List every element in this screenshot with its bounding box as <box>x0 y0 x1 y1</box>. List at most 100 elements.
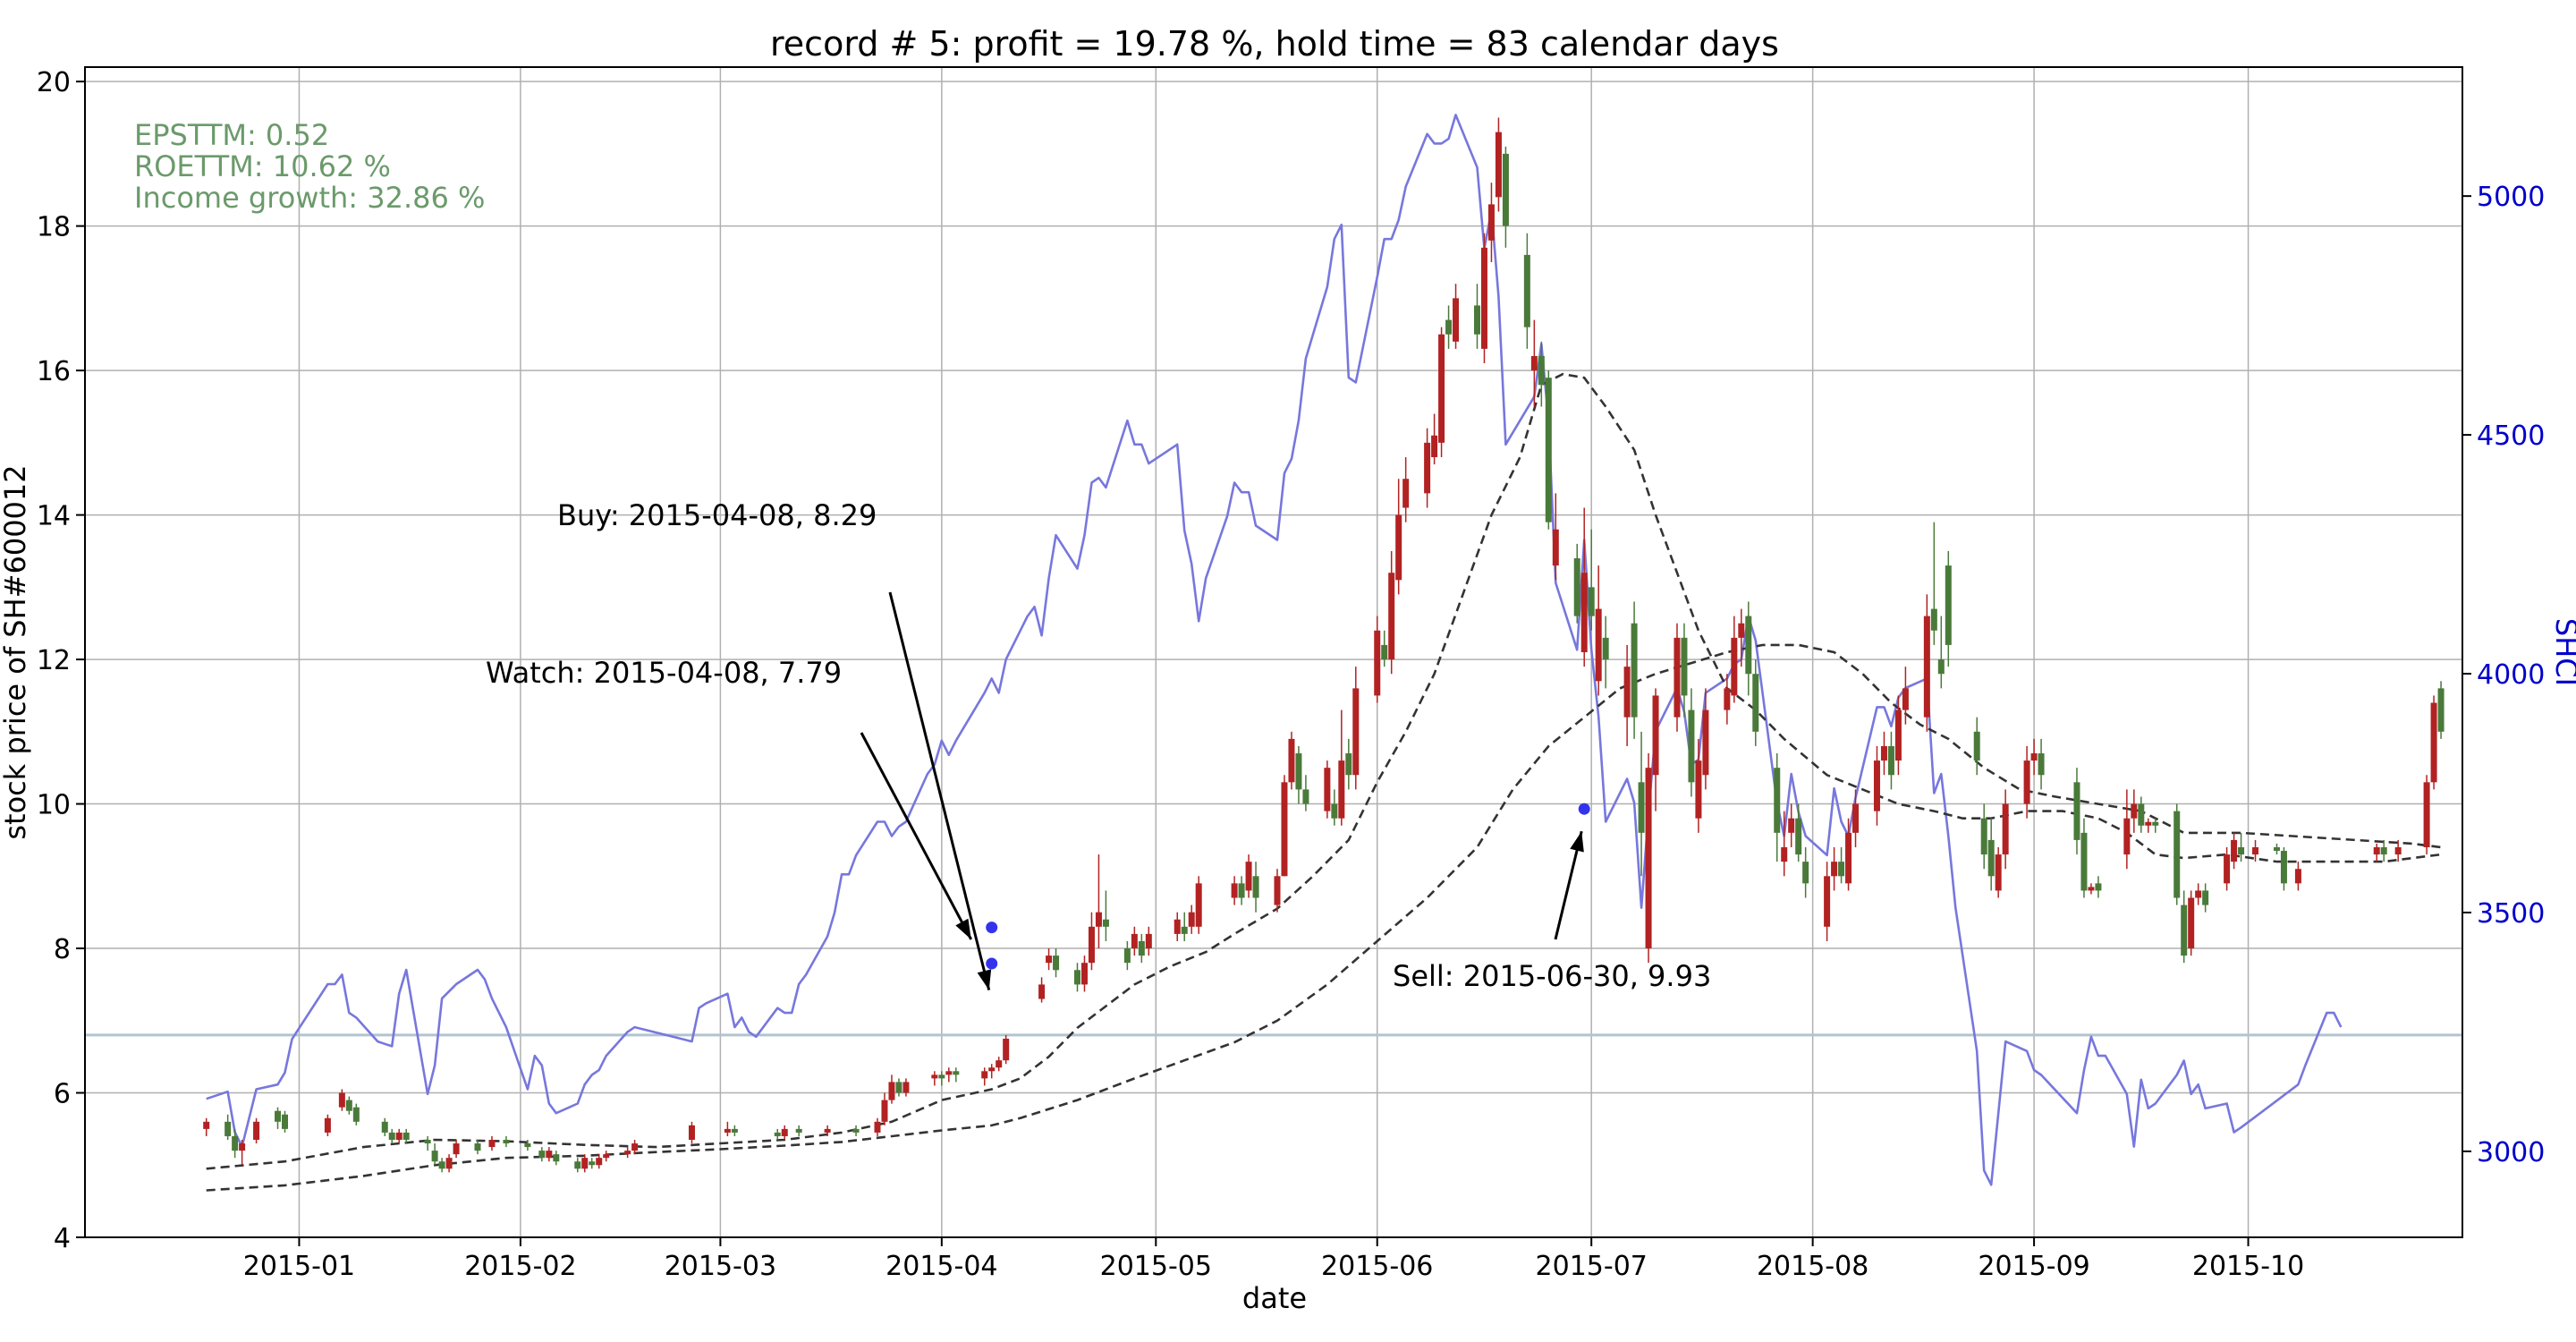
candle-body <box>1053 956 1060 971</box>
candle <box>2123 789 2131 870</box>
candle-body <box>1973 731 1980 761</box>
candle <box>2252 839 2259 862</box>
candle <box>1274 869 1281 913</box>
info-roe: ROETTM: 10.62 % <box>134 149 391 183</box>
candle <box>1873 745 1880 826</box>
candle-body <box>1445 319 1453 335</box>
candle <box>1473 284 1480 349</box>
candle-body <box>2138 803 2145 826</box>
candle <box>1702 688 1709 790</box>
candle <box>1902 667 1909 725</box>
candle <box>1588 529 1595 631</box>
candle-body <box>1802 862 1809 884</box>
candle <box>1345 738 1352 790</box>
candle-body <box>1352 688 1360 776</box>
candle-body <box>795 1128 802 1133</box>
trade-marker <box>986 957 998 970</box>
shci-series-line <box>206 114 2343 1186</box>
candle <box>2030 738 2038 776</box>
candle-body <box>553 1154 560 1162</box>
trade-markers <box>986 803 1590 970</box>
candle-body <box>2181 905 2188 956</box>
candle <box>574 1158 581 1173</box>
candle-body <box>1374 630 1381 696</box>
candle <box>1824 862 1831 941</box>
candle-body <box>338 1092 345 1108</box>
candle <box>1003 1034 1010 1065</box>
plot-frame <box>84 66 2463 1238</box>
candle-body <box>1331 803 1338 819</box>
candle <box>1395 479 1402 595</box>
candle-body <box>431 1151 438 1162</box>
candle-body <box>2202 890 2209 905</box>
x-tick-label: 2015-09 <box>1978 1251 2089 1282</box>
candle-body <box>1402 479 1410 508</box>
candle <box>1238 876 1245 905</box>
candle-body <box>574 1161 581 1169</box>
candle <box>225 1114 232 1140</box>
candle <box>2023 745 2030 819</box>
candle-body <box>1738 623 1745 638</box>
candle-body <box>1852 803 1860 833</box>
candle-body <box>352 1107 360 1122</box>
candle <box>1552 493 1559 581</box>
candle <box>1131 926 1138 956</box>
candle-body <box>1245 862 1252 891</box>
candle <box>388 1128 395 1144</box>
candle <box>1095 854 1102 949</box>
x-axis-label: date <box>1242 1281 1307 1315</box>
candle <box>1738 608 1745 667</box>
candle-body <box>275 1110 282 1122</box>
candle <box>1752 659 1759 746</box>
candle-body <box>1530 355 1538 371</box>
candle <box>781 1125 788 1140</box>
y-tick-label: 18 <box>37 212 71 243</box>
candle-body <box>2437 688 2445 732</box>
candle <box>1245 854 1252 898</box>
axes: 2015-01 2015-02 2015-03 2015-04 2015-05 2015-… <box>37 67 2546 1282</box>
candle <box>1545 370 1552 530</box>
candle <box>953 1067 960 1083</box>
candle-body <box>474 1143 481 1151</box>
candle-body <box>1887 745 1894 776</box>
candle <box>1088 912 1095 971</box>
candle-body <box>2073 782 2080 840</box>
candle <box>1402 457 1410 522</box>
candle-body <box>1338 760 1345 819</box>
candle <box>2073 768 2080 855</box>
candle-body <box>1195 883 1202 927</box>
candle <box>1688 688 1695 797</box>
candle <box>1338 709 1345 826</box>
candle <box>345 1096 352 1115</box>
candle <box>881 1092 888 1125</box>
candle <box>2294 862 2301 891</box>
candle <box>1480 233 1487 364</box>
candle <box>581 1154 589 1173</box>
candle-body <box>1774 768 1781 833</box>
candle-body <box>2231 839 2238 862</box>
candle-body <box>1937 659 1945 675</box>
candle-body <box>1838 862 1845 877</box>
y-tick-label: 4 <box>54 1223 71 1254</box>
annotations: Buy: 2015-04-08, 8.29 Watch: 2015-04-08,… <box>486 498 1711 993</box>
candle-body <box>1987 839 1995 877</box>
candle <box>1388 550 1395 675</box>
buy-arrow-shaft <box>888 591 991 990</box>
candle <box>1995 847 2002 898</box>
x-tick-label: 2015-03 <box>665 1251 776 1282</box>
candle <box>1880 731 1887 776</box>
candle <box>624 1147 631 1159</box>
candle-body <box>852 1128 860 1133</box>
y-tick-label: 10 <box>37 790 71 821</box>
candle-body <box>1595 608 1602 682</box>
candle <box>1923 594 1930 732</box>
candle <box>1987 818 1995 891</box>
candle-body <box>1080 963 1088 985</box>
candle-body <box>2023 760 2030 804</box>
buy-annotation: Buy: 2015-04-08, 8.29 <box>557 498 877 532</box>
candle <box>232 1128 239 1159</box>
candle-body <box>1102 919 1109 927</box>
candle <box>546 1147 553 1162</box>
candle-body <box>1088 926 1095 964</box>
candle-body <box>874 1121 881 1133</box>
